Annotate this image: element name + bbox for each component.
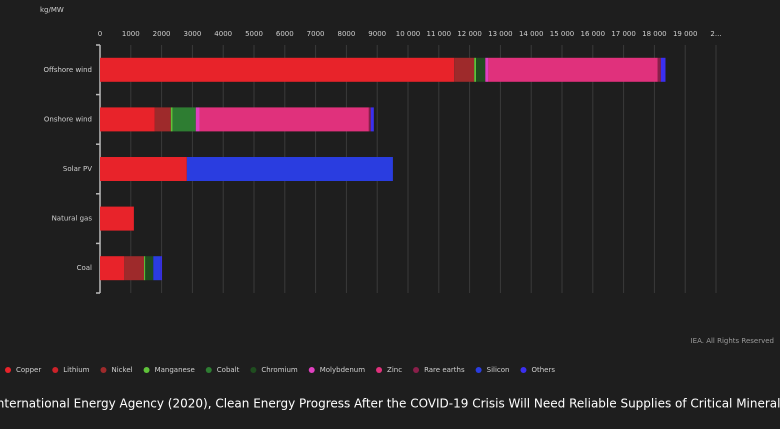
legend-marker (520, 367, 527, 373)
caption: International Energy Agency (2020), Clea… (0, 397, 780, 411)
x-tick-label: 0 (98, 30, 102, 38)
bar-segment (474, 57, 477, 82)
x-tick-label: 5000 (245, 30, 263, 38)
y-tick-label: Natural gas (52, 215, 93, 223)
legend-marker (143, 367, 150, 373)
legend-marker (413, 367, 420, 373)
legend-marker (250, 367, 257, 373)
x-tick-label: 13 000 (488, 30, 513, 38)
legend-marker (475, 367, 482, 373)
legend-label: Manganese (155, 366, 195, 374)
y-tick-label: Onshore wind (44, 115, 92, 123)
legend-marker (205, 367, 212, 373)
x-tick-label: 9000 (368, 30, 386, 38)
bar-segment (100, 256, 125, 281)
y-tick-label: Solar PV (63, 165, 92, 173)
bar-segment (488, 57, 658, 82)
bar-segment (160, 256, 162, 281)
x-tick-label: 16 000 (581, 30, 606, 38)
legend-marker (52, 367, 59, 373)
x-tick-label: 19 000 (673, 30, 698, 38)
bar-segment (368, 107, 371, 132)
bar-segment (370, 107, 374, 132)
legend-marker (376, 367, 383, 373)
legend-label: Zinc (387, 366, 402, 374)
bar-segment (186, 157, 393, 181)
bar-segment (100, 206, 134, 231)
x-tick-label: 17 000 (611, 30, 636, 38)
unit-label: kg/MW (40, 6, 64, 14)
x-tick-label: 6000 (276, 30, 294, 38)
x-tick-label: 2000 (153, 30, 171, 38)
legend-marker (5, 367, 11, 373)
x-tick-label: 8000 (337, 30, 355, 38)
bar-segment (660, 57, 666, 82)
y-tick-label: Offshore wind (43, 66, 92, 74)
bar-segment (195, 107, 200, 132)
bar-segment (657, 57, 661, 82)
x-tick-label: 4000 (214, 30, 232, 38)
bar-segment (100, 107, 155, 132)
legend-label: Silicon (487, 366, 510, 374)
bar-segment (145, 256, 154, 281)
bar-segment (124, 256, 145, 281)
x-tick-label: 14 000 (519, 30, 544, 38)
legend-label: Chromium (261, 366, 298, 374)
x-tick-label: 10 000 (396, 30, 421, 38)
credit: IEA. All Rights Reserved (691, 337, 774, 345)
bar-segment (100, 57, 455, 82)
x-tick-label: 12 000 (457, 30, 482, 38)
legend-label: Rare earths (424, 366, 465, 374)
x-tick-label: 7000 (307, 30, 325, 38)
legend-label: Molybdenum (320, 366, 365, 374)
legend-marker (100, 367, 107, 373)
bar-segment (144, 256, 146, 281)
bar-segment (454, 57, 475, 82)
bar-segment (485, 57, 489, 82)
legend-label: Copper (16, 366, 41, 374)
x-tick-label: 11 000 (427, 30, 452, 38)
bar-segment (172, 107, 196, 132)
bar-segment (476, 57, 486, 82)
x-tick-label: 2... (710, 30, 721, 38)
legend-label: Others (531, 366, 555, 374)
legend-label: Lithium (63, 366, 89, 374)
x-tick-label: 3000 (183, 30, 201, 38)
bar-segment (199, 107, 369, 132)
legend-marker (308, 367, 315, 373)
bar-segment (154, 107, 171, 132)
legend-label: Cobalt (217, 366, 240, 374)
x-tick-label: 15 000 (550, 30, 575, 38)
bar-segment (100, 157, 187, 181)
x-tick-label: 18 000 (642, 30, 667, 38)
bar-segment (153, 256, 161, 281)
bar-segment (170, 107, 173, 132)
x-tick-label: 1000 (122, 30, 140, 38)
y-tick-label: Coal (77, 264, 92, 272)
legend-label: Nickel (111, 366, 132, 374)
